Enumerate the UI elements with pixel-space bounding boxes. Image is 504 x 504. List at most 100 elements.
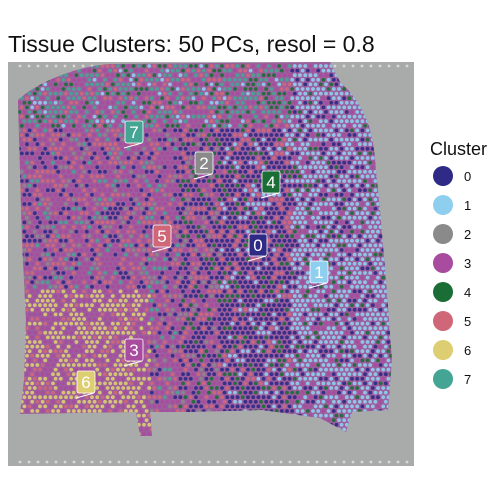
spot-cluster-6 [82,317,87,321]
spot-cluster-3 [170,169,175,174]
spot-cluster-0 [25,252,29,257]
slide-dot [126,460,130,464]
spot-cluster-0 [92,151,97,156]
spot-cluster-0 [238,353,243,358]
spot-cluster-1 [251,183,256,188]
spot-cluster-1 [290,133,295,137]
spot-cluster-3 [136,192,141,197]
spot-cluster-7 [155,280,159,285]
spot-cluster-3 [181,123,185,128]
slide-dot [351,64,355,68]
spot-cluster-0 [201,179,206,183]
spot-cluster-1 [256,330,261,335]
spot-cluster-3 [194,110,198,114]
spot-cluster-0 [264,225,269,229]
spot-cluster-1 [316,215,321,220]
spot-cluster-7 [282,100,287,105]
spot-cluster-6 [32,321,37,326]
spot-cluster-5 [251,275,256,280]
spot-cluster-2 [214,367,219,372]
spot-cluster-1 [357,215,362,220]
spot-cluster-1 [305,307,310,312]
spot-cluster-4 [227,169,232,174]
spot-cluster-0 [235,128,240,133]
spot-cluster-1 [246,202,250,206]
spot-cluster-2 [162,183,167,188]
spot-cluster-1 [324,174,328,179]
spot-cluster-1 [352,261,357,266]
spot-cluster-3 [277,73,282,78]
spot-cluster-1 [264,261,269,266]
spot-cluster-7 [220,82,224,87]
spot-cluster-0 [225,238,230,243]
spot-cluster-6 [53,367,58,372]
spot-cluster-2 [188,174,193,179]
spot-cluster-5 [53,211,58,216]
spot-cluster-0 [279,179,284,183]
spot-cluster-5 [168,321,172,326]
spot-cluster-5 [183,358,188,363]
spot-cluster-3 [292,100,297,105]
spot-cluster-1 [337,335,341,340]
spot-cluster-2 [201,252,206,257]
spot-cluster-6 [27,294,32,298]
spot-cluster-0 [191,289,196,294]
spot-cluster-4 [365,137,370,142]
spot-cluster-0 [259,280,263,285]
spot-cluster-5 [227,151,232,156]
spot-cluster-6 [66,344,71,349]
spot-cluster-0 [183,340,188,344]
spot-cluster-1 [313,165,318,170]
spot-cluster-5 [25,96,29,101]
spot-cluster-1 [376,284,380,289]
spot-cluster-1 [300,169,305,174]
spot-cluster-4 [253,179,258,183]
spot-cluster-0 [32,165,37,170]
spot-cluster-1 [316,105,321,110]
spot-cluster-5 [64,91,68,96]
spot-cluster-6 [105,358,110,363]
spot-cluster-2 [168,312,172,317]
spot-cluster-5 [160,188,165,193]
spot-cluster-5 [27,146,32,151]
spot-cluster-0 [199,137,204,142]
spot-cluster-5 [82,280,87,285]
spot-cluster-6 [139,326,144,331]
spot-cluster-4 [188,321,193,326]
spot-cluster-4 [376,358,380,363]
spot-cluster-4 [147,100,152,105]
spot-cluster-0 [272,128,276,133]
spot-cluster-1 [313,349,318,354]
spot-cluster-5 [136,248,141,252]
spot-cluster-0 [329,174,334,179]
spot-cluster-1 [243,133,248,137]
spot-cluster-1 [92,77,97,82]
spot-cluster-7 [230,82,235,87]
spot-cluster-3 [248,114,253,119]
spot-cluster-0 [240,275,245,280]
spot-cluster-5 [58,183,63,188]
spot-cluster-5 [82,188,87,193]
spot-cluster-5 [238,160,243,165]
spot-cluster-3 [282,73,287,78]
spot-cluster-3 [144,188,149,193]
spot-cluster-0 [261,340,266,344]
spot-cluster-1 [298,202,302,206]
spot-cluster-0 [118,225,123,229]
spot-cluster-7 [74,110,79,114]
spot-cluster-3 [87,289,92,294]
spot-cluster-1 [326,77,331,82]
spot-cluster-6 [92,363,97,367]
spot-cluster-0 [173,165,178,170]
spot-cluster-0 [178,284,183,289]
spot-cluster-2 [196,133,201,137]
spot-cluster-7 [144,271,149,275]
spot-cluster-1 [222,206,227,211]
spot-cluster-0 [212,142,217,147]
spot-cluster-3 [43,174,48,179]
spot-cluster-1 [357,169,362,174]
spot-cluster-3 [30,335,35,340]
spot-cluster-0 [56,271,61,275]
spot-cluster-0 [113,252,118,257]
spot-cluster-3 [66,271,71,275]
